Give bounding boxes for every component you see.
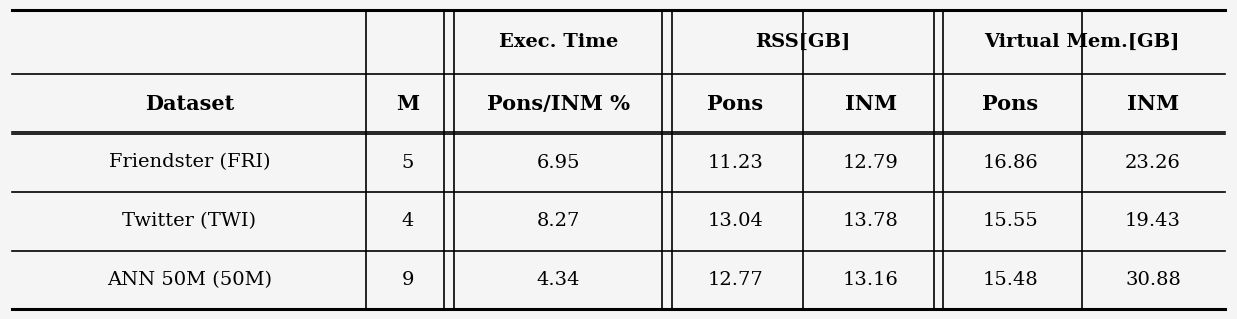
Text: 13.78: 13.78: [842, 212, 898, 230]
Text: 15.48: 15.48: [982, 271, 1038, 289]
Text: 13.04: 13.04: [708, 212, 763, 230]
Text: 23.26: 23.26: [1126, 153, 1181, 172]
Text: 5: 5: [402, 153, 414, 172]
Text: Friendster (FRI): Friendster (FRI): [109, 153, 270, 172]
Text: 6.95: 6.95: [537, 153, 580, 172]
Text: M: M: [396, 94, 419, 114]
Text: 16.86: 16.86: [982, 153, 1038, 172]
Text: 30.88: 30.88: [1126, 271, 1181, 289]
Text: 9: 9: [402, 271, 414, 289]
Text: Pons: Pons: [982, 94, 1038, 114]
Text: Exec. Time: Exec. Time: [499, 33, 618, 51]
Text: 13.16: 13.16: [842, 271, 898, 289]
Text: RSS[GB]: RSS[GB]: [756, 33, 851, 51]
Text: Twitter (TWI): Twitter (TWI): [122, 212, 256, 230]
Text: 15.55: 15.55: [982, 212, 1038, 230]
Text: 12.79: 12.79: [842, 153, 898, 172]
Text: Virtual Mem.[GB]: Virtual Mem.[GB]: [983, 33, 1179, 51]
Text: INM: INM: [1127, 94, 1179, 114]
Text: Dataset: Dataset: [145, 94, 234, 114]
Text: INM: INM: [845, 94, 897, 114]
Text: 4.34: 4.34: [537, 271, 580, 289]
Text: 11.23: 11.23: [708, 153, 763, 172]
Text: ANN 50M (50M): ANN 50M (50M): [106, 271, 272, 289]
Text: Pons/INM %: Pons/INM %: [487, 94, 630, 114]
Text: Pons: Pons: [708, 94, 763, 114]
Text: 19.43: 19.43: [1126, 212, 1181, 230]
Text: 8.27: 8.27: [537, 212, 580, 230]
Text: 4: 4: [402, 212, 414, 230]
Text: 12.77: 12.77: [708, 271, 763, 289]
